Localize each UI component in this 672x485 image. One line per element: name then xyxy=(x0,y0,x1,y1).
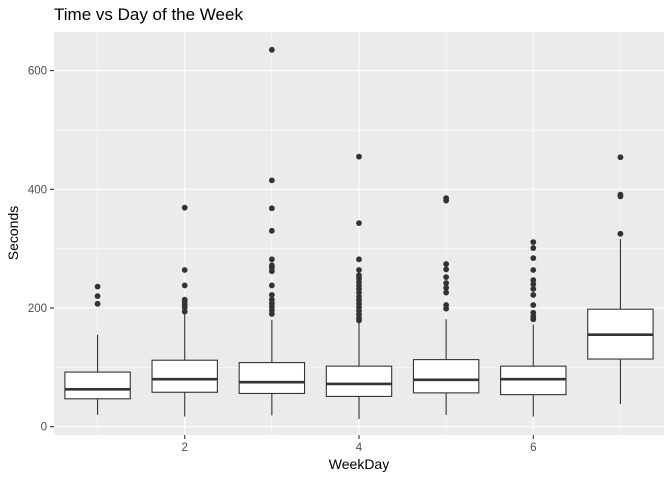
axes: 0 200 400 600 2 4 6 xyxy=(28,66,537,454)
box xyxy=(151,359,218,393)
y-tick-label: 600 xyxy=(28,66,47,78)
outlier-point xyxy=(356,267,362,273)
outlier-point xyxy=(443,266,450,273)
outlier-point xyxy=(443,302,450,308)
box-group xyxy=(325,153,393,419)
outlier-point xyxy=(268,227,275,234)
outlier-point xyxy=(356,256,362,263)
outlier-point xyxy=(530,245,537,251)
outlier-point xyxy=(268,46,275,53)
outlier-point xyxy=(181,282,188,289)
grid-lines xyxy=(54,32,664,435)
outlier-point xyxy=(268,205,275,212)
outlier-point xyxy=(443,195,450,202)
outlier-point xyxy=(94,283,101,290)
outlier-point xyxy=(443,289,450,296)
box-group xyxy=(587,154,654,405)
box-group xyxy=(64,283,131,415)
outlier-point xyxy=(530,281,537,288)
box xyxy=(325,365,393,397)
box xyxy=(412,359,480,394)
box xyxy=(238,362,306,395)
x-tick-label: 2 xyxy=(182,442,188,454)
outlier-point xyxy=(617,154,624,161)
outlier-point xyxy=(181,204,188,211)
outlier-point xyxy=(530,267,537,273)
x-tick-label: 4 xyxy=(356,442,363,454)
outlier-point xyxy=(181,308,188,315)
y-tick-label: 0 xyxy=(41,422,47,434)
outlier-point xyxy=(356,293,362,300)
outlier-point xyxy=(181,296,188,303)
outlier-point xyxy=(356,272,362,279)
outlier-point xyxy=(530,309,537,316)
outlier-point xyxy=(268,256,275,263)
outlier-point xyxy=(268,262,275,269)
y-tick-label: 200 xyxy=(28,303,47,315)
outlier-point xyxy=(530,286,537,292)
box-group xyxy=(238,46,306,416)
outlier-point xyxy=(617,191,624,198)
x-axis-label: WeekDay xyxy=(329,456,389,472)
outlier-point xyxy=(443,280,450,286)
outlier-point xyxy=(530,255,537,262)
box-group xyxy=(500,239,567,417)
outlier-point xyxy=(356,220,362,227)
y-axis-label: Seconds xyxy=(5,206,21,260)
outlier-point xyxy=(268,292,275,298)
outlier-point xyxy=(443,274,450,281)
box-series xyxy=(64,46,654,419)
x-tick-label: 6 xyxy=(530,442,536,454)
box-group xyxy=(412,195,480,415)
outlier-point xyxy=(443,261,450,267)
outlier-point xyxy=(530,277,537,283)
box xyxy=(64,371,131,400)
outlier-point xyxy=(356,153,362,160)
outlier-point xyxy=(268,177,275,184)
outlier-point xyxy=(530,239,537,246)
chart-title: Time vs Day of the Week xyxy=(54,5,243,24)
outlier-point xyxy=(268,282,275,289)
outlier-point xyxy=(94,300,101,307)
outlier-point xyxy=(530,292,537,298)
y-tick-label: 400 xyxy=(28,184,47,196)
outlier-point xyxy=(181,267,188,273)
outlier-point xyxy=(530,302,537,308)
outlier-point xyxy=(94,293,101,300)
outlier-point xyxy=(443,284,450,291)
outlier-point xyxy=(617,230,624,237)
box-group xyxy=(151,204,218,417)
outlier-point xyxy=(268,296,275,303)
